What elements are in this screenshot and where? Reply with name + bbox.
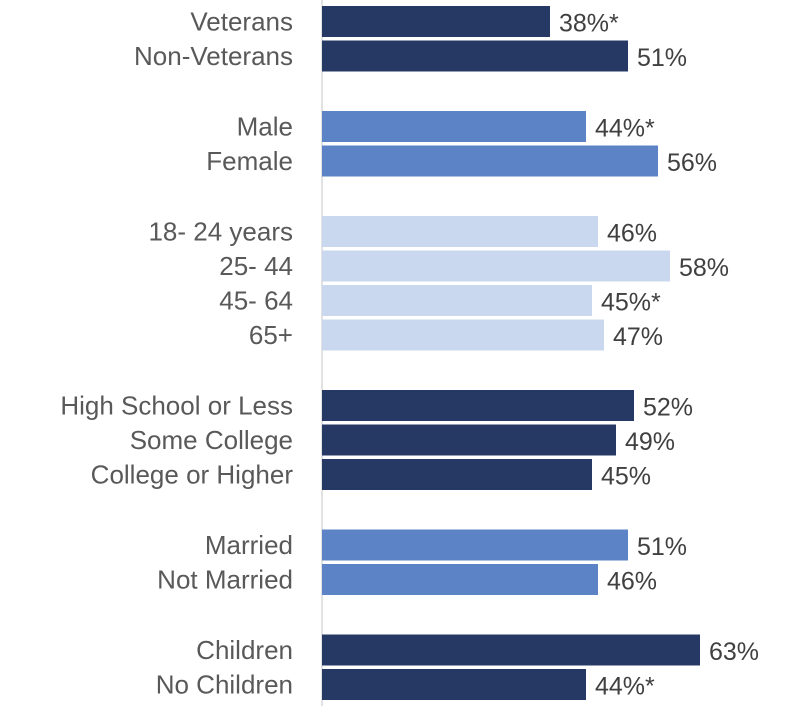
- category-label: College or Higher: [91, 460, 294, 490]
- data-label: 45%*: [601, 289, 661, 317]
- bar: [322, 459, 592, 490]
- bar: [322, 40, 628, 72]
- bar: [322, 319, 604, 351]
- data-label: 49%: [625, 428, 675, 456]
- bar: [322, 424, 616, 456]
- bar: [322, 285, 592, 316]
- bar: [322, 111, 586, 142]
- category-label: No Children: [156, 670, 293, 700]
- data-label: 52%: [643, 394, 693, 422]
- category-label: Some College: [130, 425, 293, 455]
- category-label: Female: [206, 146, 293, 176]
- category-label: 25- 44: [219, 251, 293, 281]
- category-label: 65+: [249, 320, 293, 350]
- category-label: Non-Veterans: [134, 41, 293, 71]
- data-label: 51%: [637, 533, 687, 561]
- bar: [322, 564, 598, 595]
- data-label: 56%: [667, 149, 717, 177]
- category-label: Married: [205, 530, 293, 560]
- category-label: Veterans: [190, 7, 293, 37]
- data-label: 44%*: [595, 673, 655, 701]
- data-label: 46%: [607, 568, 657, 596]
- bar: [322, 6, 550, 37]
- category-label: Not Married: [157, 565, 293, 595]
- data-label: 47%: [613, 323, 663, 351]
- category-label: Male: [237, 112, 293, 142]
- data-label: 63%: [709, 638, 759, 666]
- bar: [322, 250, 670, 282]
- data-label: 46%: [607, 220, 657, 248]
- bar: [322, 145, 658, 177]
- bar: [322, 529, 628, 561]
- category-label: 45- 64: [219, 286, 293, 316]
- bar: [322, 390, 634, 421]
- data-label: 44%*: [595, 115, 655, 143]
- data-label: 38%*: [559, 10, 619, 38]
- bars-layer: Veterans 38%* Non-Veterans 51% Male 44%* Femal…: [60, 6, 759, 701]
- category-label: 18- 24 years: [148, 217, 293, 247]
- category-label: Children: [196, 635, 293, 665]
- category-label: High School or Less: [60, 391, 293, 421]
- bar: [322, 216, 598, 247]
- bar: [322, 634, 700, 666]
- bar: [322, 669, 586, 700]
- data-label: 51%: [637, 44, 687, 72]
- data-label: 58%: [679, 254, 729, 282]
- data-label: 45%: [601, 463, 651, 491]
